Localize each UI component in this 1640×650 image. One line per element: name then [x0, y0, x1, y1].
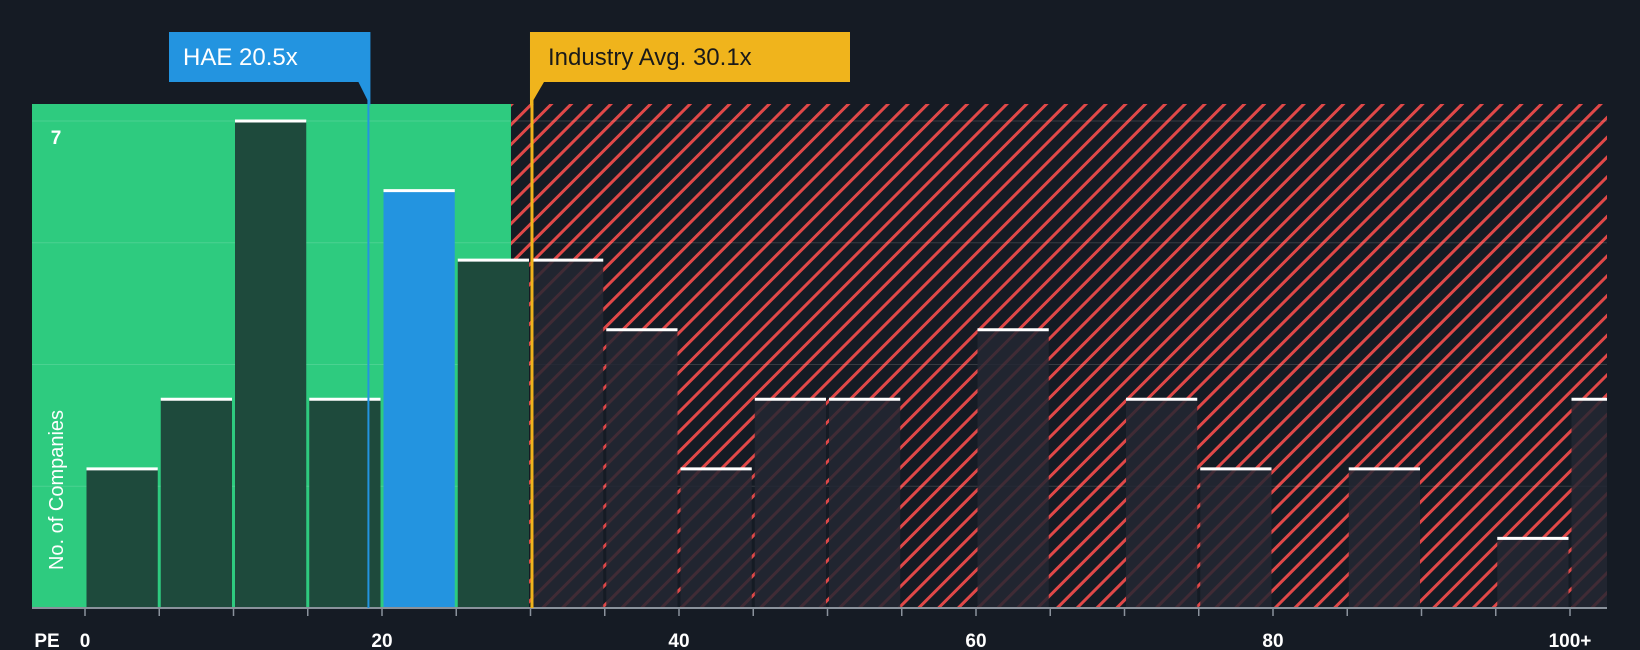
- x-tick-label: 40: [668, 631, 689, 650]
- x-tick-label: 80: [1262, 631, 1283, 650]
- histogram-bar: [160, 399, 232, 608]
- histogram-bar: [754, 399, 826, 608]
- histogram-bar: [1348, 468, 1420, 608]
- histogram-bar: [1497, 538, 1569, 608]
- histogram-bar: [1126, 399, 1198, 608]
- x-tick-label: 20: [371, 631, 392, 650]
- histogram-bar: [235, 121, 307, 608]
- histogram-bar: [606, 329, 678, 608]
- histogram-bar: [1571, 399, 1607, 608]
- x-axis-ticks: 0 20 40 60 80 100+: [80, 608, 1592, 650]
- company-callout-label: HAE 20.5x: [183, 44, 298, 71]
- histogram-bar: [1200, 468, 1272, 608]
- histogram-bar: [86, 468, 158, 608]
- y-axis-label: No. of Companies: [46, 410, 68, 570]
- x-tick-label: 60: [965, 631, 986, 650]
- histogram-bar: [383, 190, 455, 609]
- histogram-bar: [532, 260, 604, 608]
- x-axis-label: PE: [34, 631, 59, 650]
- histogram-bar: [829, 399, 901, 608]
- histogram-bar: [977, 329, 1049, 608]
- industry-callout-label: Industry Avg. 30.1x: [548, 44, 752, 71]
- histogram-bar: [457, 260, 529, 608]
- y-tick-label: 7: [51, 128, 62, 149]
- company-callout: HAE 20.5x: [169, 32, 371, 106]
- industry-callout-box: [529, 32, 850, 106]
- company-callout-box: [169, 32, 371, 106]
- industry-callout: Industry Avg. 30.1x: [529, 32, 850, 106]
- histogram-bar: [680, 468, 752, 608]
- x-tick-label: 100+: [1549, 631, 1592, 650]
- x-tick-label: 0: [80, 631, 91, 650]
- histogram-bar: [309, 399, 381, 608]
